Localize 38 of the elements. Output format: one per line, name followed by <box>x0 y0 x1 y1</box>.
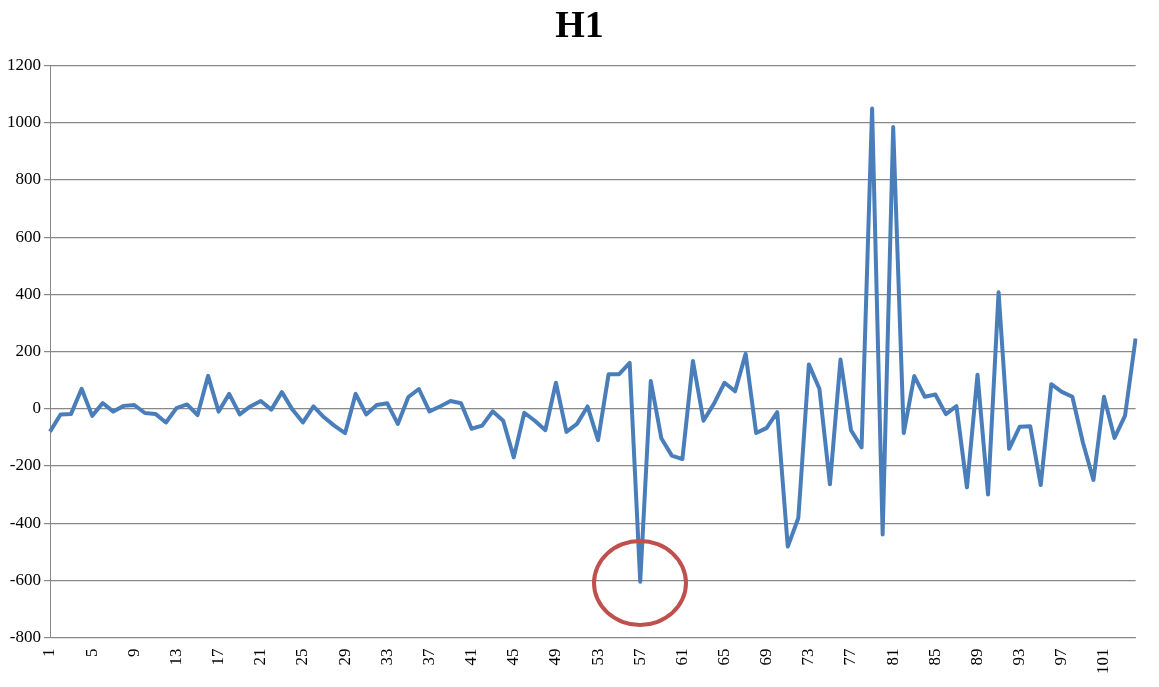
x-tick-label: 49 <box>545 648 565 666</box>
x-tick-label: 97 <box>1051 648 1071 666</box>
x-tick-label: 21 <box>250 648 270 666</box>
x-tick-label: 61 <box>671 648 691 666</box>
x-tick-label: 93 <box>1009 648 1029 666</box>
y-tick-label: 400 <box>15 283 41 303</box>
y-tick-label: 800 <box>15 169 41 189</box>
x-tick-label: 73 <box>798 648 818 666</box>
x-tick-label: 81 <box>882 648 902 666</box>
x-tick-label: 69 <box>756 648 776 666</box>
x-tick-label: 17 <box>208 648 228 666</box>
x-tick-label: 13 <box>165 648 185 666</box>
x-tick-label: 85 <box>924 648 944 666</box>
x-tick-label: 29 <box>334 648 354 666</box>
y-tick-label: -200 <box>9 455 41 475</box>
y-tick-label: -800 <box>9 626 41 646</box>
x-tick-label: 53 <box>587 648 607 666</box>
x-tick-label: 1 <box>39 648 59 657</box>
y-tick-label: 0 <box>32 398 41 418</box>
y-tick-label: -600 <box>9 569 41 589</box>
x-tick-label: 33 <box>376 648 396 666</box>
x-tick-label: 37 <box>418 648 438 666</box>
x-tick-label: 101 <box>1093 648 1113 674</box>
x-tick-label: 25 <box>292 648 312 666</box>
y-tick-label: -400 <box>9 512 41 532</box>
x-tick-label: 65 <box>714 648 734 666</box>
x-tick-label: 57 <box>629 648 649 666</box>
x-tick-label: 45 <box>503 648 523 666</box>
x-tick-label: 9 <box>123 648 143 657</box>
x-tick-label: 5 <box>81 648 101 657</box>
x-tick-label: 77 <box>840 648 860 666</box>
y-tick-label: 1200 <box>7 55 41 75</box>
y-tick-label: 1000 <box>7 112 41 132</box>
x-tick-label: 41 <box>461 648 481 666</box>
y-tick-label: 600 <box>15 226 41 246</box>
y-tick-label: 200 <box>15 341 41 361</box>
x-tick-label: 89 <box>966 648 986 666</box>
chart-title: H1 <box>555 2 604 45</box>
